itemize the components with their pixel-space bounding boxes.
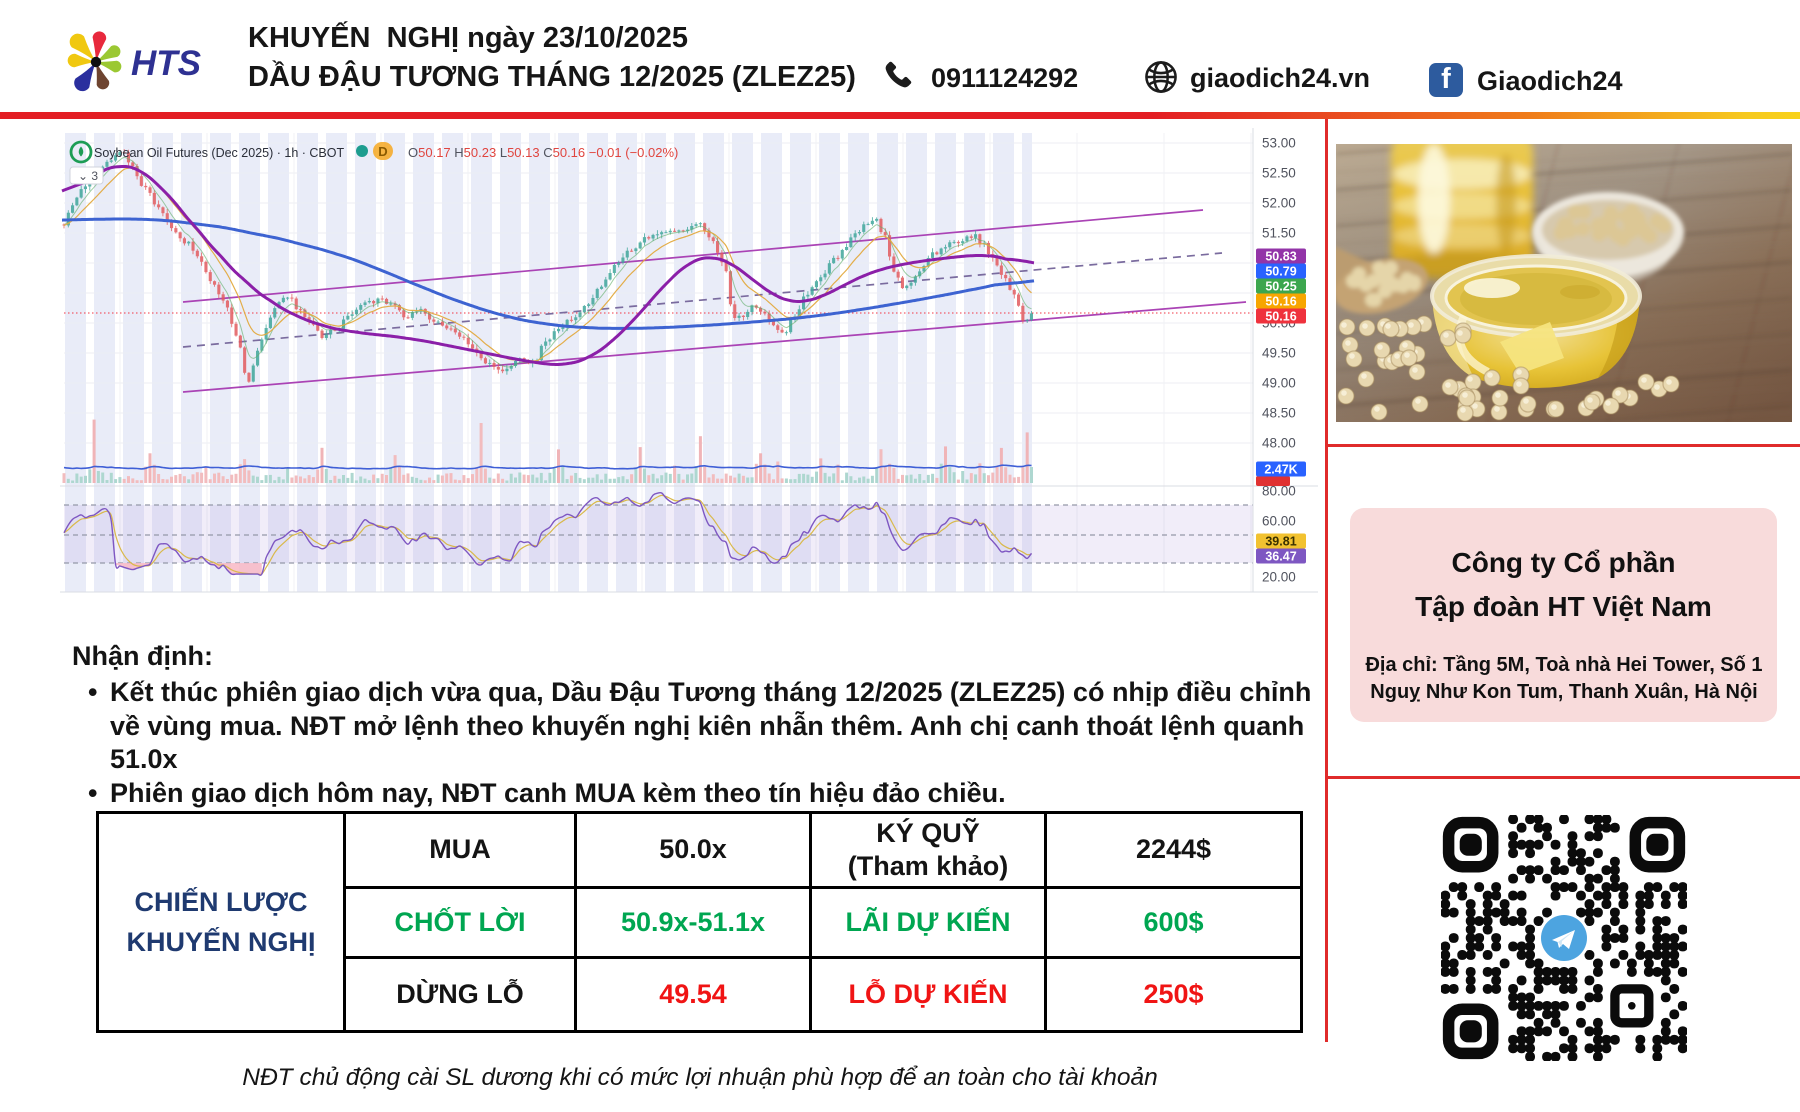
svg-text:80.00: 80.00 (1262, 484, 1296, 499)
svg-text:Soybean Oil Futures (Dec 2025): Soybean Oil Futures (Dec 2025) · 1h · CB… (94, 146, 344, 160)
svg-text:60.00: 60.00 (1262, 514, 1296, 529)
svg-text:51.50: 51.50 (1262, 226, 1296, 241)
svg-text:2.47K: 2.47K (1264, 462, 1297, 476)
svg-text:HTS: HTS (131, 44, 201, 83)
svg-text:48.00: 48.00 (1262, 436, 1296, 451)
svg-text:50.25: 50.25 (1265, 279, 1296, 293)
svg-text:53.00: 53.00 (1262, 136, 1296, 151)
svg-text:D: D (378, 144, 387, 159)
svg-text:52.50: 52.50 (1262, 166, 1296, 181)
svg-text:O50.17 H50.23 L50.13 C50.16 −0: O50.17 H50.23 L50.13 C50.16 −0.01 (−0.02… (408, 145, 678, 160)
svg-text:50.79: 50.79 (1265, 264, 1296, 278)
svg-text:50.16: 50.16 (1265, 309, 1296, 323)
svg-text:20.00: 20.00 (1262, 570, 1296, 585)
svg-text:39.81: 39.81 (1265, 534, 1296, 548)
svg-text:52.00: 52.00 (1262, 196, 1296, 211)
svg-text:48.50: 48.50 (1262, 406, 1296, 421)
svg-text:36.47: 36.47 (1265, 549, 1296, 563)
svg-text:49.00: 49.00 (1262, 376, 1296, 391)
svg-text:49.50: 49.50 (1262, 346, 1296, 361)
svg-text:⌄ 3: ⌄ 3 (78, 169, 98, 183)
svg-text:50.16: 50.16 (1265, 294, 1296, 308)
svg-text:50.83: 50.83 (1265, 249, 1296, 263)
